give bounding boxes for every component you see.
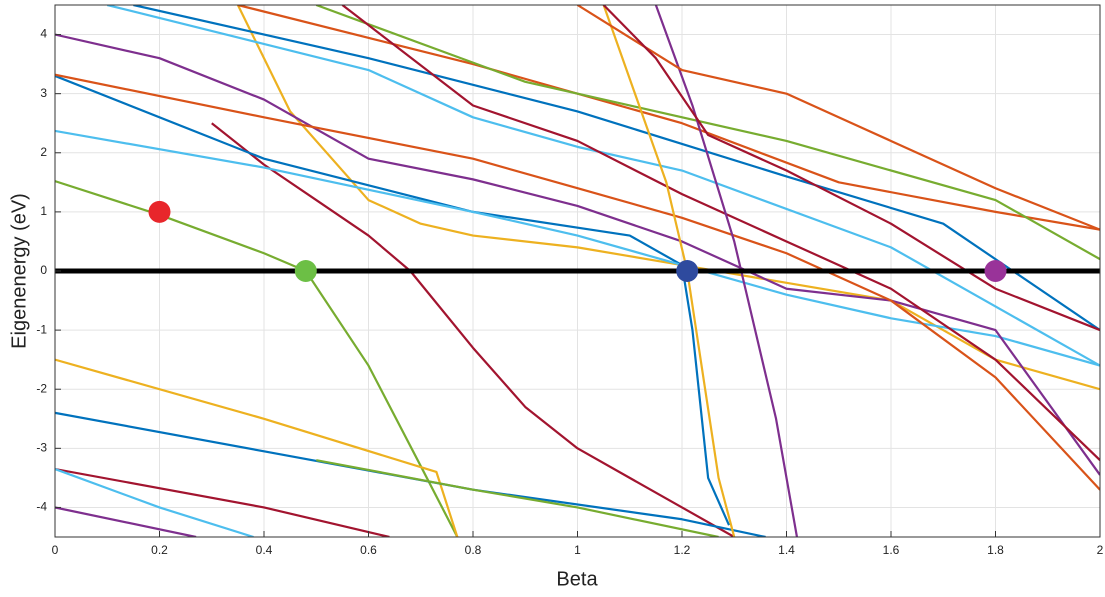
x-tick-label: 0.4: [256, 543, 273, 557]
y-axis-label: Eigenenergy (eV): [8, 193, 30, 349]
curve: [55, 74, 731, 526]
x-tick-label: 1.4: [778, 543, 795, 557]
curve: [576, 5, 1100, 231]
y-tick-label: -4: [36, 500, 47, 514]
x-axis-label: Beta: [556, 568, 598, 590]
x-tick-label: 2: [1097, 543, 1104, 557]
curve: [211, 122, 735, 537]
curve: [236, 5, 1100, 391]
x-tick-label: 0.6: [360, 543, 377, 557]
y-tick-label: -1: [36, 322, 47, 336]
curve: [55, 467, 254, 537]
marker-point: [148, 200, 171, 223]
x-tick-label: 1: [574, 543, 581, 557]
marker-point: [294, 260, 317, 282]
curve: [55, 506, 197, 537]
curve: [654, 5, 799, 537]
y-tick-label: 0: [40, 263, 47, 277]
y-tick-label: 1: [40, 204, 47, 218]
curve: [237, 5, 1100, 231]
curve: [133, 5, 1100, 332]
marker-point: [984, 260, 1007, 282]
curve: [55, 358, 459, 537]
curve: [316, 459, 719, 537]
curve: [602, 5, 1100, 332]
x-tick-label: 1.2: [674, 543, 691, 557]
y-tick-label: 4: [40, 27, 47, 41]
marker-point: [676, 260, 699, 282]
x-tick-label: 1.6: [883, 543, 900, 557]
y-tick-label: 2: [40, 145, 47, 159]
curve: [106, 5, 1100, 367]
curve: [341, 5, 1100, 461]
x-tick-label: 0.8: [465, 543, 482, 557]
curve: [55, 33, 1100, 476]
x-tick-label: 1.8: [987, 543, 1004, 557]
y-tick-label: -2: [36, 381, 47, 395]
x-tick-label: 0.2: [151, 543, 168, 557]
y-tick-label: 3: [40, 86, 47, 100]
y-tick-label: -3: [36, 441, 47, 455]
curve: [315, 5, 1100, 261]
x-tick-label: 0: [52, 543, 59, 557]
lines: [55, 5, 1100, 537]
curve: [55, 73, 1100, 491]
curve: [55, 467, 390, 537]
